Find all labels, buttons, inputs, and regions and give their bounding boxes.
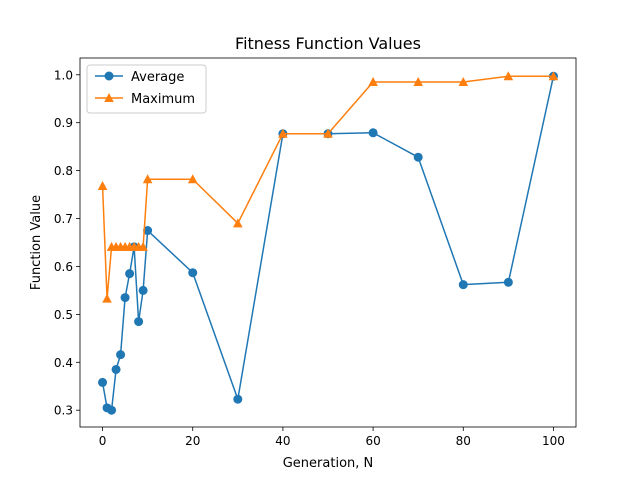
x-tick-label: 100: [542, 434, 565, 448]
data-point-average: [413, 152, 423, 162]
data-point-average: [138, 285, 148, 295]
plot-area: [80, 58, 576, 427]
plot-frame: [79, 57, 577, 428]
data-point-maximum: [548, 71, 559, 81]
data-point-average: [98, 377, 108, 387]
data-point-maximum: [413, 76, 423, 86]
y-tick-label: 0.8: [54, 164, 73, 178]
y-tick-label: 1.0: [54, 68, 73, 82]
x-axis-label: Generation, N: [283, 456, 374, 471]
data-point-average: [188, 268, 198, 278]
data-point-average: [116, 350, 126, 360]
data-point-average: [134, 317, 144, 327]
data-point-average: [111, 364, 121, 374]
data-point-average: [143, 226, 153, 236]
data-point-average: [233, 394, 243, 404]
y-tick-label: 0.9: [54, 116, 73, 130]
legend-maximum-marker: [104, 93, 114, 102]
data-point-average: [368, 128, 378, 138]
y-axis-label: Function Value: [29, 195, 44, 290]
data-point-average: [125, 269, 135, 279]
data-point-maximum: [458, 76, 469, 86]
data-point-maximum: [187, 174, 198, 184]
y-tick-label: 0.5: [54, 308, 73, 322]
data-point-maximum: [233, 218, 243, 228]
legend-box: [86, 64, 207, 114]
data-point-average: [107, 405, 117, 415]
y-tick-label: 0.4: [54, 356, 73, 370]
x-tick-label: 20: [185, 434, 200, 448]
series-layer: [97, 71, 559, 415]
legend-maximum-label: Maximum: [131, 92, 195, 107]
y-tick-label: 0.3: [54, 404, 73, 418]
x-axis-ticks: 0 20 40 60 80 100: [99, 427, 565, 448]
data-point-average: [503, 277, 513, 287]
y-axis-ticks: 0.3 0.4 0.5 0.6 0.7 0.8 0.9 1.0: [54, 68, 80, 418]
legend-average-label: Average: [131, 70, 184, 85]
x-tick-label: 80: [456, 434, 471, 448]
data-point-maximum: [323, 128, 333, 138]
x-tick-label: 0: [99, 434, 107, 448]
data-point-maximum: [97, 180, 108, 190]
data-point-average: [120, 293, 130, 303]
data-point-maximum: [138, 241, 148, 251]
y-tick-label: 0.6: [54, 260, 73, 274]
data-point-maximum: [278, 128, 288, 138]
y-tick-label: 0.7: [54, 212, 73, 226]
data-point-maximum: [368, 76, 378, 86]
x-tick-label: 60: [365, 434, 380, 448]
chart-title: Fitness Function Values: [235, 34, 421, 53]
data-point-maximum: [102, 293, 112, 303]
data-point-maximum: [503, 71, 514, 81]
x-tick-label: 40: [275, 434, 290, 448]
legend-average-marker: [104, 71, 114, 81]
data-point-average: [458, 280, 468, 290]
legend: Average Maximum: [86, 64, 207, 114]
data-point-maximum: [142, 174, 153, 184]
